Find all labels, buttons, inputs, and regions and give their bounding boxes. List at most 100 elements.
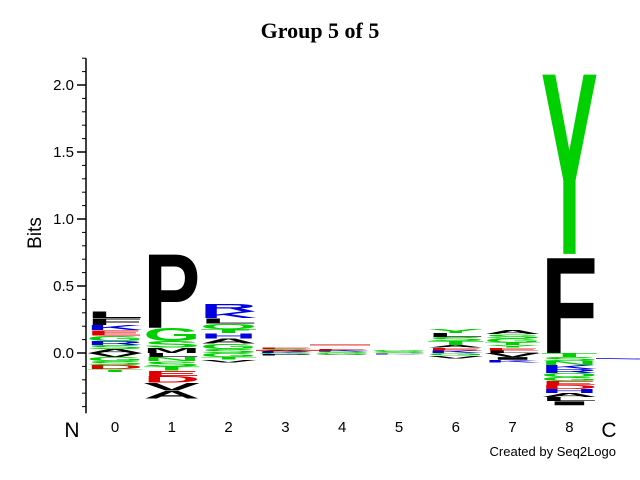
logo-letter-e: E — [427, 347, 484, 351]
logo-letter-y: Y — [484, 344, 541, 348]
logo-letter-r: R — [200, 301, 257, 313]
logo-letter-s: S — [484, 333, 541, 339]
faint-letter-strip — [595, 357, 640, 360]
logo-letter-d: D — [86, 364, 143, 370]
logo-letter-a: A — [257, 350, 314, 352]
logo-letter-i: I — [541, 400, 598, 406]
x-tick-label: 5 — [395, 419, 403, 436]
logo-letter-a: A — [200, 337, 257, 345]
x-tick-label: 2 — [224, 419, 232, 436]
logo-letter-t: T — [87, 368, 144, 372]
logo-letter-e: E — [87, 329, 144, 337]
letter-stacks: LFKEGRSAVGSDTPGSMLNSTEDVARKLQTHAGSGTVESA… — [86, 19, 640, 406]
logo-letter-k: K — [541, 364, 598, 370]
credit-text: Created by Seq2Logo — [489, 444, 616, 459]
logo-letter-m: M — [143, 346, 200, 354]
logo-letter-l: L — [541, 396, 598, 402]
logo-letter-y: Y — [427, 328, 484, 334]
logo-letter-e: E — [314, 349, 371, 351]
x-tick-label: 7 — [508, 419, 516, 436]
logo-letter-a: A — [541, 392, 598, 398]
x-axis: 0 1 2 3 4 5 6 7 8 N C — [64, 419, 616, 442]
c-terminus-label: C — [601, 419, 616, 442]
logo-letter-t: T — [484, 342, 541, 346]
logo-letter-y: Y — [541, 19, 598, 311]
logo-letter-t: T — [541, 352, 598, 358]
logo-letter-s: S — [143, 339, 200, 349]
logo-letter-g: G — [87, 356, 144, 362]
logo-letter-l: L — [427, 332, 484, 338]
logo-letter-l: L — [143, 352, 200, 358]
logo-letter-a: A — [143, 388, 200, 400]
logo-letter-p: P — [143, 233, 200, 351]
logo-letter-e: E — [143, 369, 200, 377]
logo-letter-s: S — [371, 351, 428, 353]
y-tick-label: 1.0 — [53, 211, 74, 228]
logo-letter-k: K — [314, 350, 371, 352]
logo-letter-g: G — [484, 337, 541, 343]
x-tick-label: 0 — [111, 419, 119, 436]
logo-letter-e: E — [257, 347, 314, 349]
logo-letter-s: S — [541, 356, 598, 362]
logo-letter-g: G — [200, 352, 257, 358]
logo-letter-g: G — [143, 325, 200, 346]
logo-letter-i: I — [484, 356, 541, 360]
logo-letter-g: G — [257, 353, 314, 355]
logo-letter-e: E — [541, 380, 598, 386]
logo-letter-d: D — [143, 374, 200, 384]
logo-letter-l: L — [200, 317, 257, 325]
logo-letter-s: S — [87, 344, 144, 350]
logo-letter-k: K — [484, 359, 541, 363]
logo-letter-v: V — [427, 355, 484, 359]
logo-letter-q: Q — [200, 322, 257, 330]
logo-letter-h: H — [200, 331, 257, 339]
logo-letter-k: K — [200, 310, 258, 320]
logo-letter-g: G — [541, 376, 598, 382]
logo-letter-g: G — [87, 334, 144, 342]
logo-letter-k: K — [371, 353, 428, 354]
logo-letter-k: K — [427, 350, 484, 354]
logo-letter-v: V — [200, 359, 257, 363]
chart-title: Group 5 of 5 — [260, 18, 380, 43]
logo-letter-n: N — [541, 360, 598, 366]
logo-letter-h: H — [541, 388, 598, 394]
logo-letter-s: S — [143, 360, 200, 368]
y-tick-label: 1.5 — [53, 144, 74, 161]
logo-letter-s: S — [87, 360, 144, 366]
x-tick-label: 3 — [281, 419, 289, 436]
logo-letter-t: T — [143, 365, 200, 371]
logo-letter-l: L — [87, 310, 144, 320]
x-tick-label: 1 — [168, 419, 176, 436]
logo-letter-g: G — [371, 350, 428, 352]
logo-letter-l: L — [484, 350, 541, 354]
logo-letter-a: A — [427, 344, 484, 348]
logo-letter-q: Q — [541, 372, 598, 378]
logo-letter-s: S — [427, 336, 484, 342]
x-tick-label: 4 — [338, 419, 346, 436]
x-tick-label: 6 — [452, 419, 460, 436]
logo-letter-t: T — [427, 340, 484, 346]
logo-letter-k: K — [257, 351, 314, 353]
logo-letter-t: T — [200, 328, 257, 334]
logo-letter-g: G — [200, 342, 257, 350]
logo-letter-k: K — [86, 323, 143, 331]
logo-letter-g: G — [314, 353, 371, 355]
y-tick-label: 2.0 — [53, 77, 74, 94]
logo-letter-f: F — [87, 317, 144, 327]
logo-letter-a: A — [86, 348, 143, 354]
logo-letter-f: F — [541, 229, 598, 382]
y-tick-label: 0.0 — [53, 345, 74, 362]
logo-letter-d: D — [541, 384, 598, 390]
logo-letter-g: G — [427, 352, 484, 356]
x-tick-label: 8 — [565, 419, 573, 436]
y-axis: 0.0 0.5 1.0 1.5 2.0 — [53, 57, 87, 414]
n-terminus-label: N — [64, 419, 79, 442]
logo-letter-e: E — [484, 347, 541, 351]
logo-letter-t: T — [200, 356, 257, 360]
logo-letter-v: V — [87, 352, 144, 358]
logo-letter-r: R — [86, 340, 143, 346]
logo-letter-s: S — [314, 351, 371, 353]
y-tick-label: 0.5 — [53, 278, 74, 295]
logo-letter-n: N — [143, 356, 200, 362]
